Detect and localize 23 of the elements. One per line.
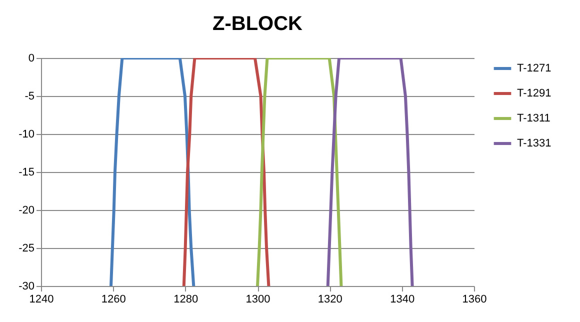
legend-label: T-1291 [517, 88, 552, 100]
y-tick-label: -15 [18, 166, 34, 178]
line-series [110, 58, 196, 286]
x-tick-label: 1280 [174, 294, 198, 306]
y-tick-label: -10 [18, 128, 34, 140]
x-tick-label: 1360 [462, 294, 487, 306]
x-tick-label: 1240 [29, 294, 54, 306]
chart-title: Z-BLOCK [212, 13, 304, 35]
y-tick-label: -30 [18, 280, 34, 292]
line-series [182, 58, 270, 286]
x-tick-label: 1320 [318, 294, 342, 306]
y-tick-label: 0 [28, 52, 34, 64]
y-tick-label: -25 [18, 242, 34, 254]
legend-label: T-1271 [517, 62, 552, 74]
line-series [256, 58, 343, 286]
x-tick-label: 1340 [390, 294, 415, 306]
legend-label: T-1331 [517, 138, 552, 150]
x-tick-label: 1300 [246, 294, 270, 306]
legend-label: T-1311 [517, 112, 550, 124]
line-series [326, 58, 414, 286]
x-tick-label: 1260 [101, 294, 126, 306]
y-tick-label: -5 [24, 90, 34, 102]
y-tick-label: -20 [18, 204, 34, 216]
